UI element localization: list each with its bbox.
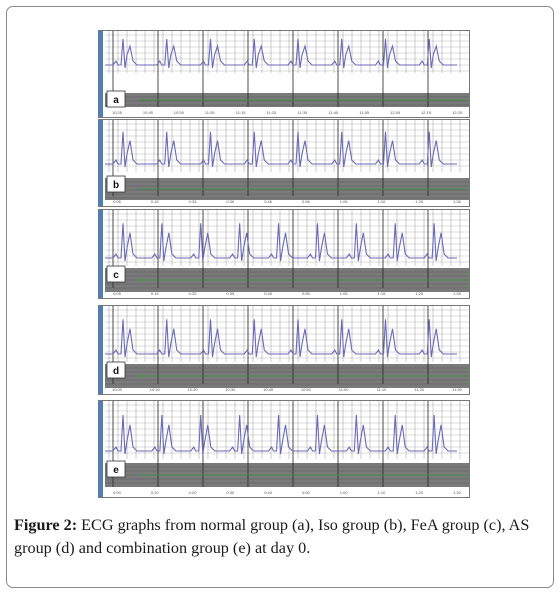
time-tick-label: 12:05 bbox=[390, 110, 401, 115]
time-tick-label: 1:20 bbox=[415, 490, 424, 495]
ecg-trace bbox=[105, 131, 457, 168]
time-tick-label: 1:35 bbox=[453, 291, 462, 296]
time-tick-label: 12:25 bbox=[452, 110, 463, 115]
time-tick-label: 10:20 bbox=[188, 387, 199, 392]
time-tick-label: 11:05 bbox=[205, 110, 215, 115]
ecg-trace bbox=[105, 415, 457, 455]
ecg-panel-d: d 10:00 10:10 10:20 10:30 10:40 10:50 11:00 11:1… bbox=[98, 305, 470, 395]
time-tick-label: 1:30 bbox=[453, 490, 462, 495]
panel-label: c bbox=[113, 270, 119, 281]
panel-label-box bbox=[106, 175, 126, 193]
panel-label: d bbox=[113, 366, 119, 377]
time-tick-label: 10:50 bbox=[301, 387, 312, 392]
time-tick-label: 0:56 bbox=[302, 199, 311, 204]
time-tick-label: 1:16 bbox=[378, 199, 387, 204]
time-tick-label: 11:15 bbox=[236, 110, 246, 115]
time-tick-label: 10:45 bbox=[143, 110, 154, 115]
ecg-trace bbox=[105, 319, 457, 358]
time-tick-label: 11:25 bbox=[267, 110, 277, 115]
side-bar bbox=[99, 210, 103, 298]
side-bar bbox=[99, 120, 103, 206]
ecg-svg-c: c 0:05 0:15 0:25 0:35 0:45 0:55 1:05 1:15 1:25 1:3… bbox=[99, 210, 469, 298]
time-tick-label: 1:15 bbox=[378, 291, 387, 296]
time-tick-label: 11:20 bbox=[414, 387, 424, 392]
time-tick-label: 10:40 bbox=[263, 387, 274, 392]
time-tick-label: 0:20 bbox=[189, 490, 198, 495]
figure-caption: Figure 2: ECG graphs from normal group (… bbox=[14, 514, 544, 560]
time-tick-label: 0:16 bbox=[151, 199, 160, 204]
ecg-svg-a: a 10:25 10:45 10:55 11:05 11:15 11:25 11:35 11:4… bbox=[99, 31, 469, 117]
time-tick-label: 1:10 bbox=[378, 490, 387, 495]
time-tick-label: 0:06 bbox=[113, 199, 122, 204]
side-bar bbox=[99, 31, 103, 117]
caption-text: ECG graphs from normal group (a), Iso gr… bbox=[14, 516, 530, 557]
panel-label-box bbox=[106, 361, 126, 379]
time-tick-label: 10:10 bbox=[150, 387, 161, 392]
time-tick-label: 0:45 bbox=[264, 291, 273, 296]
time-tick-label: 0:25 bbox=[189, 291, 198, 296]
panel-label: e bbox=[113, 465, 119, 476]
time-tick-label: 1:00 bbox=[340, 490, 349, 495]
caption-label: Figure 2: bbox=[14, 516, 78, 534]
time-tick-label: 0:05 bbox=[113, 291, 122, 296]
time-tick-label: 1:25 bbox=[415, 291, 424, 296]
time-tick-label: 0:10 bbox=[151, 490, 160, 495]
time-tick-label: 11:45 bbox=[329, 110, 339, 115]
ecg-trace bbox=[105, 38, 457, 69]
panel-label: a bbox=[113, 95, 119, 106]
time-tick-label: 0:15 bbox=[151, 291, 160, 296]
time-tick-label: 11:10 bbox=[377, 387, 387, 392]
ecg-panel-e: e 0:00 0:10 0:20 0:30 0:40 0:50 1:00 1:10 1:20 1:3… bbox=[98, 400, 470, 498]
time-tick-label: 10:00 bbox=[112, 387, 123, 392]
time-tick-label: 0:36 bbox=[226, 199, 235, 204]
time-tick-label: 0:55 bbox=[302, 291, 311, 296]
ecg-svg-d: d 10:00 10:10 10:20 10:30 10:40 10:50 11:00 11:1… bbox=[99, 306, 469, 394]
panel-label: b bbox=[113, 180, 119, 191]
panel-label-box bbox=[106, 265, 126, 283]
panel-label-box bbox=[106, 90, 126, 108]
ecg-svg-e: e 0:00 0:10 0:20 0:30 0:40 0:50 1:00 1:10 1:20 1:3… bbox=[99, 401, 469, 497]
time-tick-label: 1:36 bbox=[453, 199, 462, 204]
time-tick-label: 1:06 bbox=[340, 199, 349, 204]
panel-label-box bbox=[106, 460, 126, 478]
ecg-panel-b: b 0:06 0:16 0:26 0:36 0:46 0:56 1:06 1:16 1:26 1:3… bbox=[98, 119, 470, 207]
time-tick-label: 10:55 bbox=[174, 110, 185, 115]
time-tick-label: 11:30 bbox=[452, 387, 462, 392]
time-tick-label: 0:40 bbox=[264, 490, 273, 495]
time-tick-label: 0:46 bbox=[264, 199, 273, 204]
time-tick-label: 11:35 bbox=[298, 110, 308, 115]
time-tick-label: 10:25 bbox=[112, 110, 123, 115]
time-tick-label: 12:15 bbox=[421, 110, 432, 115]
ecg-trace bbox=[105, 223, 457, 262]
ecg-panel-a: a 10:25 10:45 10:55 11:05 11:15 11:25 11:35 11:4… bbox=[98, 30, 470, 118]
time-tick-label: 11:55 bbox=[359, 110, 369, 115]
time-tick-label: 0:00 bbox=[113, 490, 122, 495]
time-tick-label: 1:05 bbox=[340, 291, 349, 296]
side-bar bbox=[99, 401, 103, 497]
side-bar bbox=[99, 306, 103, 394]
time-tick-label: 11:00 bbox=[339, 387, 349, 392]
time-tick-label: 10:30 bbox=[225, 387, 236, 392]
time-tick-label: 0:35 bbox=[226, 291, 235, 296]
time-tick-label: 1:26 bbox=[415, 199, 424, 204]
time-tick-label: 0:50 bbox=[302, 490, 311, 495]
ecg-svg-b: b 0:06 0:16 0:26 0:36 0:46 0:56 1:06 1:16 1:26 1:3… bbox=[99, 120, 469, 206]
ecg-panel-c: c 0:05 0:15 0:25 0:35 0:45 0:55 1:05 1:15 1:25 1:3… bbox=[98, 209, 470, 299]
time-tick-label: 0:26 bbox=[189, 199, 198, 204]
time-tick-label: 0:30 bbox=[226, 490, 235, 495]
